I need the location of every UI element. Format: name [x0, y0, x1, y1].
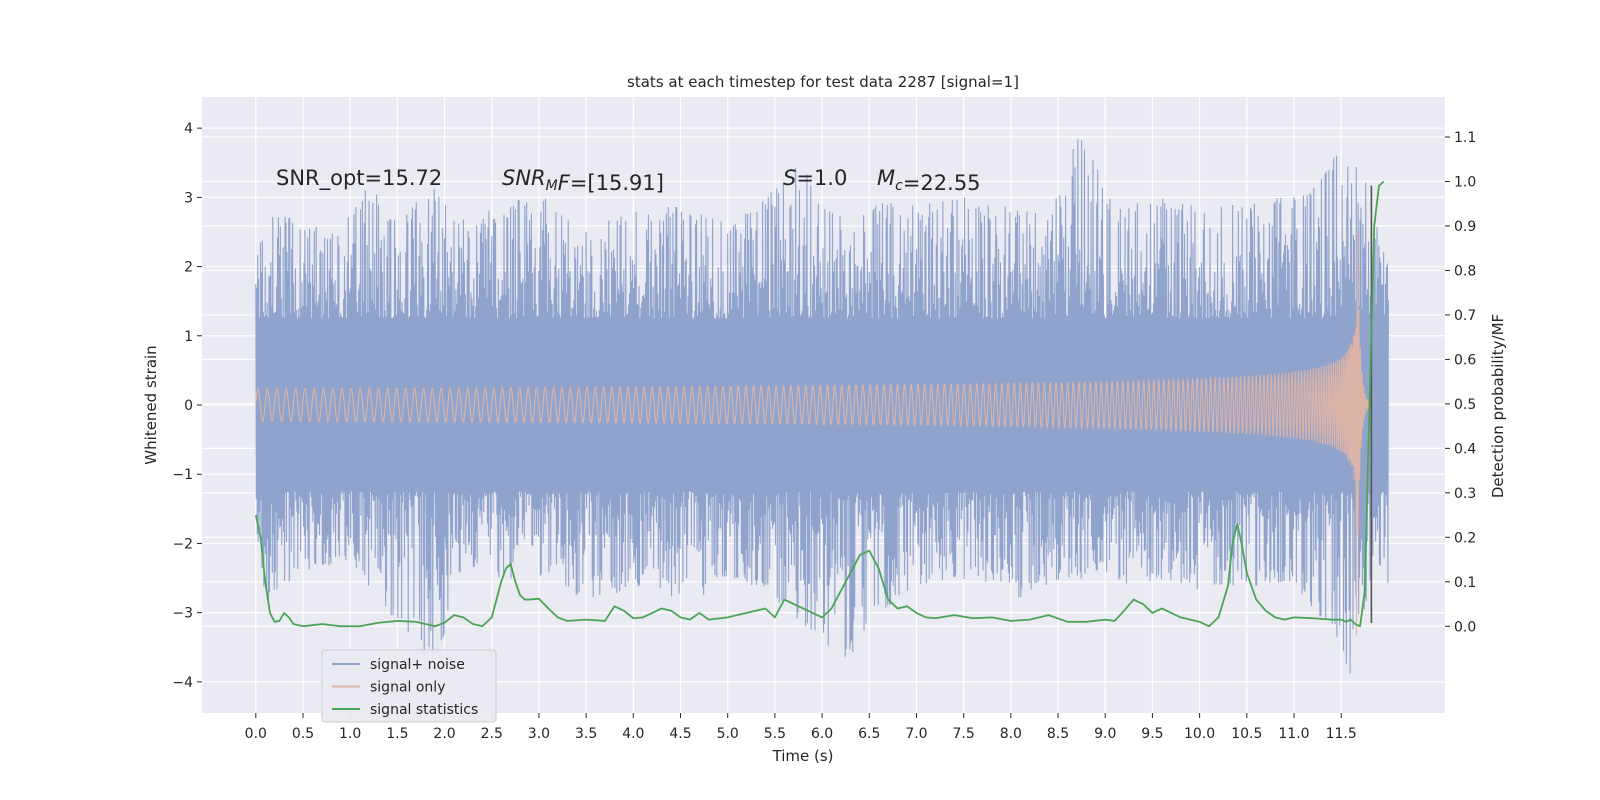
legend: signal+ noise signal only signal statistic…: [321, 649, 497, 723]
y-tick-label: −4: [172, 675, 193, 691]
y-tick-label: −1: [172, 467, 193, 483]
legend-label: signal+ noise: [370, 657, 465, 673]
data-layer: [254, 139, 1389, 674]
s-value-annotation: S=1.0: [783, 166, 847, 190]
y-tick-label: 0: [184, 398, 193, 414]
x-tick-label: 1.0: [339, 726, 361, 742]
x-tick-label: 7.5: [953, 726, 975, 742]
x-tick-label: 2.5: [481, 726, 503, 742]
y-tick-label: 1: [184, 329, 193, 345]
x-tick-label: 11.0: [1278, 726, 1309, 742]
x-tick-label: 4.5: [669, 726, 691, 742]
x-tick-label: 10.5: [1231, 726, 1262, 742]
y2-tick-label: 0.2: [1454, 530, 1476, 546]
x-tick-label: 8.0: [1000, 726, 1022, 742]
legend-label: signal only: [370, 680, 445, 696]
x-tick-label: 9.0: [1094, 726, 1116, 742]
x-tick-label: 6.0: [811, 726, 833, 742]
signal-statistics-line: [254, 180, 1385, 628]
y-tick-label: −3: [172, 606, 193, 622]
x-tick-label: 5.5: [764, 726, 786, 742]
y2-tick-label: 0.0: [1454, 619, 1476, 635]
y-tick-label: 3: [184, 190, 193, 206]
signal-noise-line: [255, 139, 1389, 674]
y2-tick-label: 1.1: [1454, 130, 1476, 146]
x-tick-label: 1.5: [386, 726, 408, 742]
x-tick-label: 5.0: [717, 726, 739, 742]
legend-label: signal statistics: [370, 702, 478, 718]
x-tick-label: 8.5: [1047, 726, 1069, 742]
x-tick-label: 6.5: [858, 726, 880, 742]
y2-tick-label: 0.8: [1454, 263, 1476, 279]
x-tick-label: 0.5: [292, 726, 314, 742]
y2-tick-label: 0.4: [1454, 441, 1476, 457]
chart-title: stats at each timestep for test data 228…: [627, 73, 1019, 91]
y2-tick-label: 1.0: [1454, 175, 1476, 191]
x-tick-label: 2.0: [433, 726, 455, 742]
x-tick-label: 3.5: [575, 726, 597, 742]
tick-layer: 0.0 0.5 1.0 1.5 2.0 2.5 3.0 3.5 4.0 4.5 5.0 5.5 6.0 6…: [172, 121, 1476, 742]
x-tick-label: 4.0: [622, 726, 644, 742]
y2-tick-label: 0.6: [1454, 352, 1476, 368]
snr-opt-annotation: SNR_opt=15.72: [276, 166, 442, 191]
x-tick-label: 9.5: [1141, 726, 1163, 742]
y2-tick-label: 0.5: [1454, 397, 1476, 413]
snr-mf-annotation: SNRMF=[15.91]: [502, 166, 664, 195]
y2-tick-label: 0.7: [1454, 308, 1476, 324]
x-tick-label: 7.0: [905, 726, 927, 742]
y-tick-label: 4: [184, 121, 193, 137]
x-axis-label: Time (s): [772, 747, 834, 765]
y2-axis-label: Detection probability/MF: [1489, 314, 1507, 498]
x-tick-label: 3.0: [528, 726, 550, 742]
y-tick-label: −2: [172, 536, 193, 552]
y-axis-label: Whitened strain: [142, 345, 160, 464]
legend-box: [321, 649, 497, 723]
annotations: SNR_opt=15.72 SNRMF=[15.91] S=1.0 Mc=22.55: [276, 166, 981, 195]
y2-tick-label: 0.1: [1454, 575, 1476, 591]
chirp-mass-annotation: Mc=22.55: [877, 166, 981, 195]
x-tick-label: 0.0: [245, 726, 267, 742]
x-tick-label: 11.5: [1326, 726, 1357, 742]
y2-tick-label: 0.3: [1454, 486, 1476, 502]
signal-only-line: [255, 229, 1371, 636]
x-tick-label: 10.0: [1184, 726, 1215, 742]
y-tick-label: 2: [184, 260, 193, 276]
y2-tick-label: 0.9: [1454, 219, 1476, 235]
